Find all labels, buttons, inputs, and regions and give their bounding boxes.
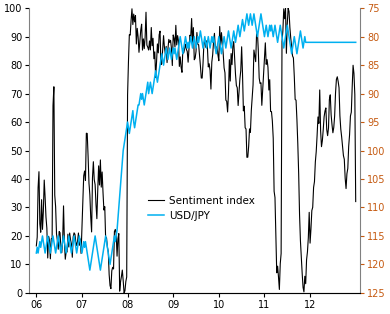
Sentiment index [283,6,288,10]
Sentiment index [34,244,39,248]
Sentiment index [101,208,106,212]
Sentiment index [310,209,314,213]
USD/JPY [103,240,107,244]
USD/JPY [162,57,167,61]
USD/JPY [245,12,249,16]
USD/JPY [87,268,92,272]
USD/JPY [353,41,358,44]
Line: USD/JPY: USD/JPY [36,14,356,270]
Line: Sentiment index: Sentiment index [36,8,356,293]
USD/JPY [340,41,345,44]
Sentiment index [162,45,167,49]
USD/JPY [164,46,168,50]
Sentiment index [164,45,168,48]
Sentiment index [340,144,345,148]
Sentiment index [122,289,127,293]
USD/JPY [310,41,314,44]
Sentiment index [353,200,358,203]
Sentiment index [122,291,126,295]
Legend: Sentiment index, USD/JPY: Sentiment index, USD/JPY [144,192,259,225]
USD/JPY [122,137,127,141]
USD/JPY [34,251,39,255]
